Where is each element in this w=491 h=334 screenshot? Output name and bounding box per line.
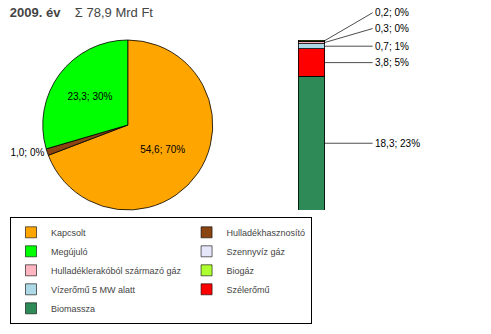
svg-text:Kapcsolt: Kapcsolt <box>51 228 86 238</box>
svg-text:Biogáz: Biogáz <box>227 266 255 276</box>
svg-text:Hulladékhasznosító: Hulladékhasznosító <box>227 228 306 238</box>
svg-text:Biomassza: Biomassza <box>51 304 95 314</box>
svg-text:1,0; 0%: 1,0; 0% <box>10 147 44 158</box>
svg-text:Szennyvíz gáz: Szennyvíz gáz <box>227 247 286 257</box>
svg-text:Megújuló: Megújuló <box>51 247 88 257</box>
svg-text:54,6; 70%: 54,6; 70% <box>140 144 185 155</box>
svg-text:18,3; 23%: 18,3; 23% <box>375 138 420 149</box>
svg-text:Hulladéklerakóból származó gáz: Hulladéklerakóból származó gáz <box>51 266 182 276</box>
svg-text:2009. év Σ 78,9 Mrd Ft: 2009. év Σ 78,9 Mrd Ft <box>10 5 154 20</box>
svg-text:0,7; 1%: 0,7; 1% <box>375 41 409 52</box>
svg-text:Szélerőmű: Szélerőmű <box>227 285 270 295</box>
svg-text:Vízerőmű 5 MW alatt: Vízerőmű 5 MW alatt <box>51 285 136 295</box>
svg-text:23,3; 30%: 23,3; 30% <box>67 91 112 102</box>
svg-text:0,2; 0%: 0,2; 0% <box>375 7 409 18</box>
svg-text:0,3; 0%: 0,3; 0% <box>375 23 409 34</box>
svg-text:3,8; 5%: 3,8; 5% <box>375 57 409 68</box>
